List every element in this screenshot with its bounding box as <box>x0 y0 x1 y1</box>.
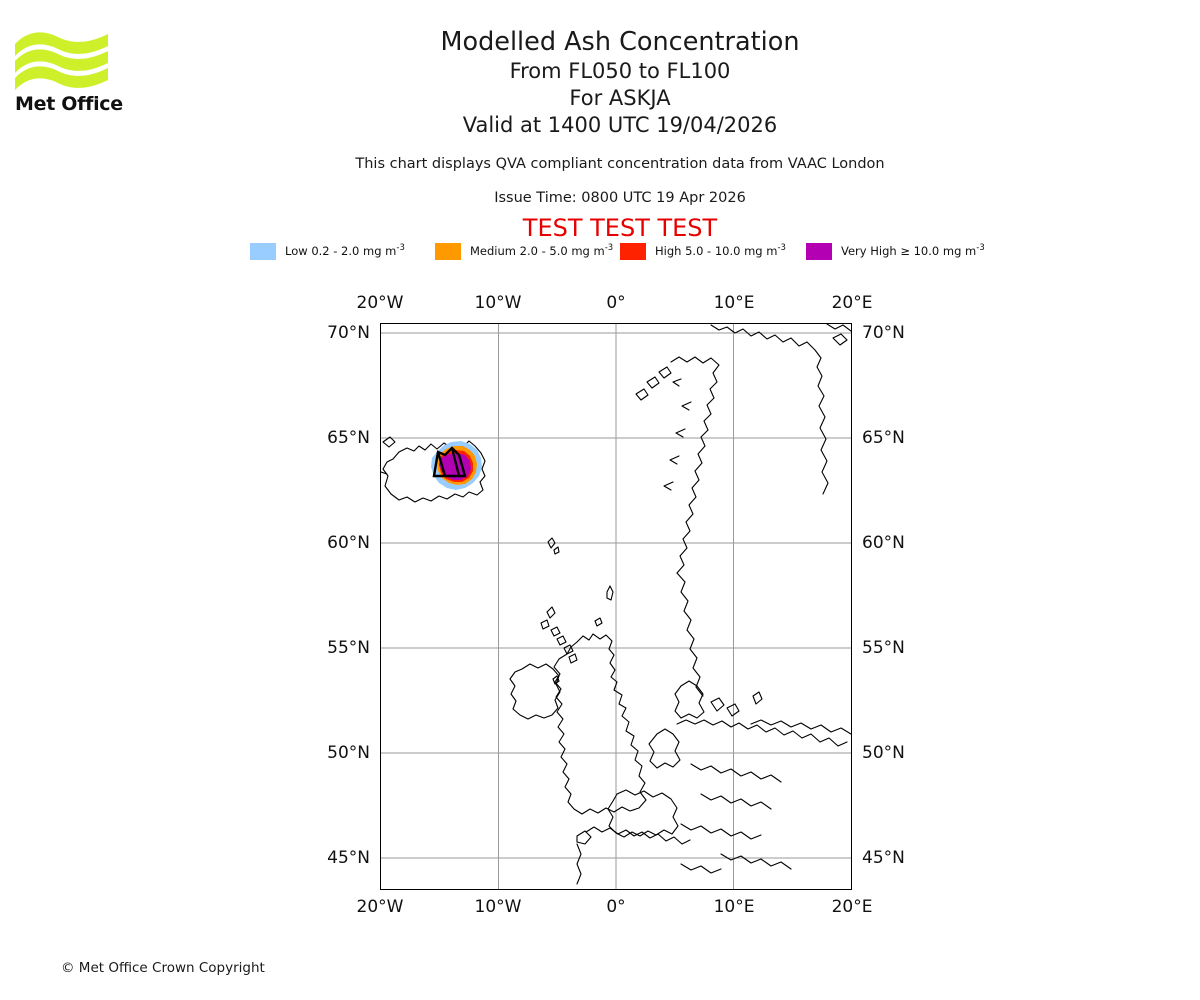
map-canvas <box>381 324 851 889</box>
lat-tick-right-50N: 50°N <box>862 743 905 763</box>
legend-swatch-high <box>620 242 646 260</box>
map-gridlines <box>381 324 851 889</box>
lat-tick-right-70N: 70°N <box>862 323 905 343</box>
lat-tick-left-50N: 50°N <box>327 743 370 763</box>
test-banner: TEST TEST TEST <box>522 214 718 242</box>
lon-tick-top-20E: 20°E <box>831 293 873 313</box>
map-plot-frame <box>380 323 852 890</box>
title-valid-time: Valid at 1400 UTC 19/04/2026 <box>462 113 778 137</box>
ash-concentration-map: 20°W 10°W 0° 10°E 20°E 20°W 10°W 0° 10°E… <box>327 293 905 917</box>
legend-entry-high: High 5.0 - 10.0 mg m-3 <box>620 241 786 261</box>
lat-tick-right-60N: 60°N <box>862 533 905 553</box>
lon-tick-top-20W: 20°W <box>356 293 404 313</box>
concentration-legend: Low 0.2 - 2.0 mg m-3 Medium 2.0 - 5.0 mg… <box>250 241 990 261</box>
met-office-logo: Met Office <box>14 28 134 116</box>
ash-plume <box>431 441 482 490</box>
lat-tick-left-65N: 65°N <box>327 428 370 448</box>
legend-swatch-low <box>250 242 276 260</box>
legend-entry-medium: Medium 2.0 - 5.0 mg m-3 <box>435 241 613 261</box>
qva-compliance-note: This chart displays QVA compliant concen… <box>355 156 885 172</box>
legend-swatch-very-high <box>806 242 832 260</box>
lon-tick-bottom-10E: 10°E <box>713 897 755 917</box>
lat-tick-right-45N: 45°N <box>862 848 905 868</box>
lon-tick-top-0: 0° <box>606 293 626 313</box>
legend-label-high: High 5.0 - 10.0 mg m-3 <box>655 243 786 258</box>
ash-source-polygon <box>432 446 467 478</box>
lon-tick-top-10W: 10°W <box>474 293 522 313</box>
map-coastlines <box>381 324 851 885</box>
issue-time-text: Issue Time: 0800 UTC 19 Apr 2026 <box>494 190 746 206</box>
lat-tick-right-65N: 65°N <box>862 428 905 448</box>
legend-entry-very-high: Very High ≥ 10.0 mg m-3 <box>806 241 985 261</box>
page-title: Modelled Ash Concentration <box>440 27 800 57</box>
met-office-wave-mark <box>15 32 108 90</box>
lon-tick-bottom-20W: 20°W <box>356 897 404 917</box>
title-flight-levels: From FL050 to FL100 <box>509 59 731 83</box>
legend-entry-low: Low 0.2 - 2.0 mg m-3 <box>250 241 405 261</box>
lat-tick-left-55N: 55°N <box>327 638 370 658</box>
legend-label-low: Low 0.2 - 2.0 mg m-3 <box>285 243 405 258</box>
legend-label-medium: Medium 2.0 - 5.0 mg m-3 <box>470 243 614 258</box>
lat-tick-right-55N: 55°N <box>862 638 905 658</box>
lon-tick-bottom-0: 0° <box>606 897 626 917</box>
title-volcano: For ASKJA <box>569 86 671 110</box>
lon-tick-bottom-20E: 20°E <box>831 897 873 917</box>
lon-tick-top-10E: 10°E <box>713 293 755 313</box>
lat-tick-left-60N: 60°N <box>327 533 370 553</box>
lat-tick-left-70N: 70°N <box>327 323 370 343</box>
met-office-logo-text: Met Office <box>15 93 123 115</box>
copyright-text: © Met Office Crown Copyright <box>61 960 265 976</box>
lat-tick-left-45N: 45°N <box>327 848 370 868</box>
legend-label-very-high: Very High ≥ 10.0 mg m-3 <box>841 243 985 258</box>
legend-swatch-medium <box>435 242 461 260</box>
lon-tick-bottom-10W: 10°W <box>474 897 522 917</box>
chart-title-block: Modelled Ash Concentration From FL050 to… <box>180 27 1060 139</box>
